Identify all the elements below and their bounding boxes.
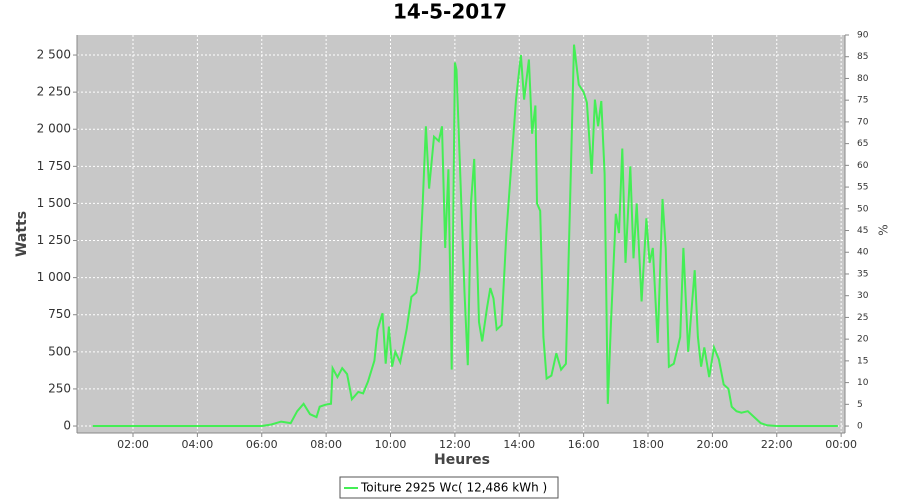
y2-tick-label: 15 [857,356,868,366]
y-tick-label: 2 500 [37,48,71,62]
y2-tick-label: 70 [857,117,869,127]
x-tick-label: 16:00 [568,438,600,451]
plot-area [77,35,845,433]
y2-tick-label: 20 [857,335,869,345]
x-tick-label: 06:00 [246,438,278,451]
y-tick-label: 500 [48,344,71,358]
y-tick-label: 2 250 [37,85,71,99]
y2-tick-label: 5 [857,400,863,410]
y2-tick-label: 30 [857,291,869,301]
chart-title: 14-5-2017 [393,0,507,24]
y2-tick-label: 10 [857,378,869,388]
legend [339,476,559,499]
x-tick-label: 04:00 [182,438,214,451]
y2-tick-label: 0 [857,422,863,432]
y-tick-label: 250 [48,381,71,395]
x-tick-label: 20:00 [697,438,729,451]
x-tick-label: 22:00 [761,438,793,451]
x-tick-label: 10:00 [375,438,407,451]
x-axis-label: Heures [434,452,490,468]
y2-tick-label: 90 [857,31,869,41]
y2-tick-label: 65 [857,139,868,149]
y2-tick-label: 85 [857,52,868,62]
y-tick-label: 1 750 [37,159,71,173]
x-tick-label: 08:00 [310,438,342,451]
x-tick-label: 12:00 [439,438,471,451]
x-tick-label: 02:00 [117,438,149,451]
y-tick-label: 2 000 [37,122,71,136]
y-tick-label: 1 500 [37,196,71,210]
x-tick-label: 00:00 [825,438,857,451]
legend-label: Toiture 2925 Wc( 12,486 kWh ) [360,481,547,495]
x-tick-label: 14:00 [503,438,535,451]
y2-tick-label: 60 [857,161,869,171]
y-tick-label: 750 [48,307,71,321]
y2-tick-label: 80 [857,74,869,84]
y-tick-label: 1 250 [37,233,71,247]
y2-tick-label: 25 [857,313,868,323]
series-line [92,44,838,427]
y-tick-label: 1 000 [37,270,71,284]
y2-axis-label: % [877,224,891,235]
y2-tick-label: 75 [857,96,868,106]
y2-tick-label: 50 [857,204,869,214]
y-axis-label: Watts [14,211,30,257]
y2-tick-label: 45 [857,226,868,236]
x-tick-label: 18:00 [632,438,664,451]
y2-tick-label: 55 [857,183,868,193]
y2-tick-label: 40 [857,248,869,258]
y2-tick-label: 35 [857,269,868,279]
y-tick-label: 0 [63,419,71,433]
